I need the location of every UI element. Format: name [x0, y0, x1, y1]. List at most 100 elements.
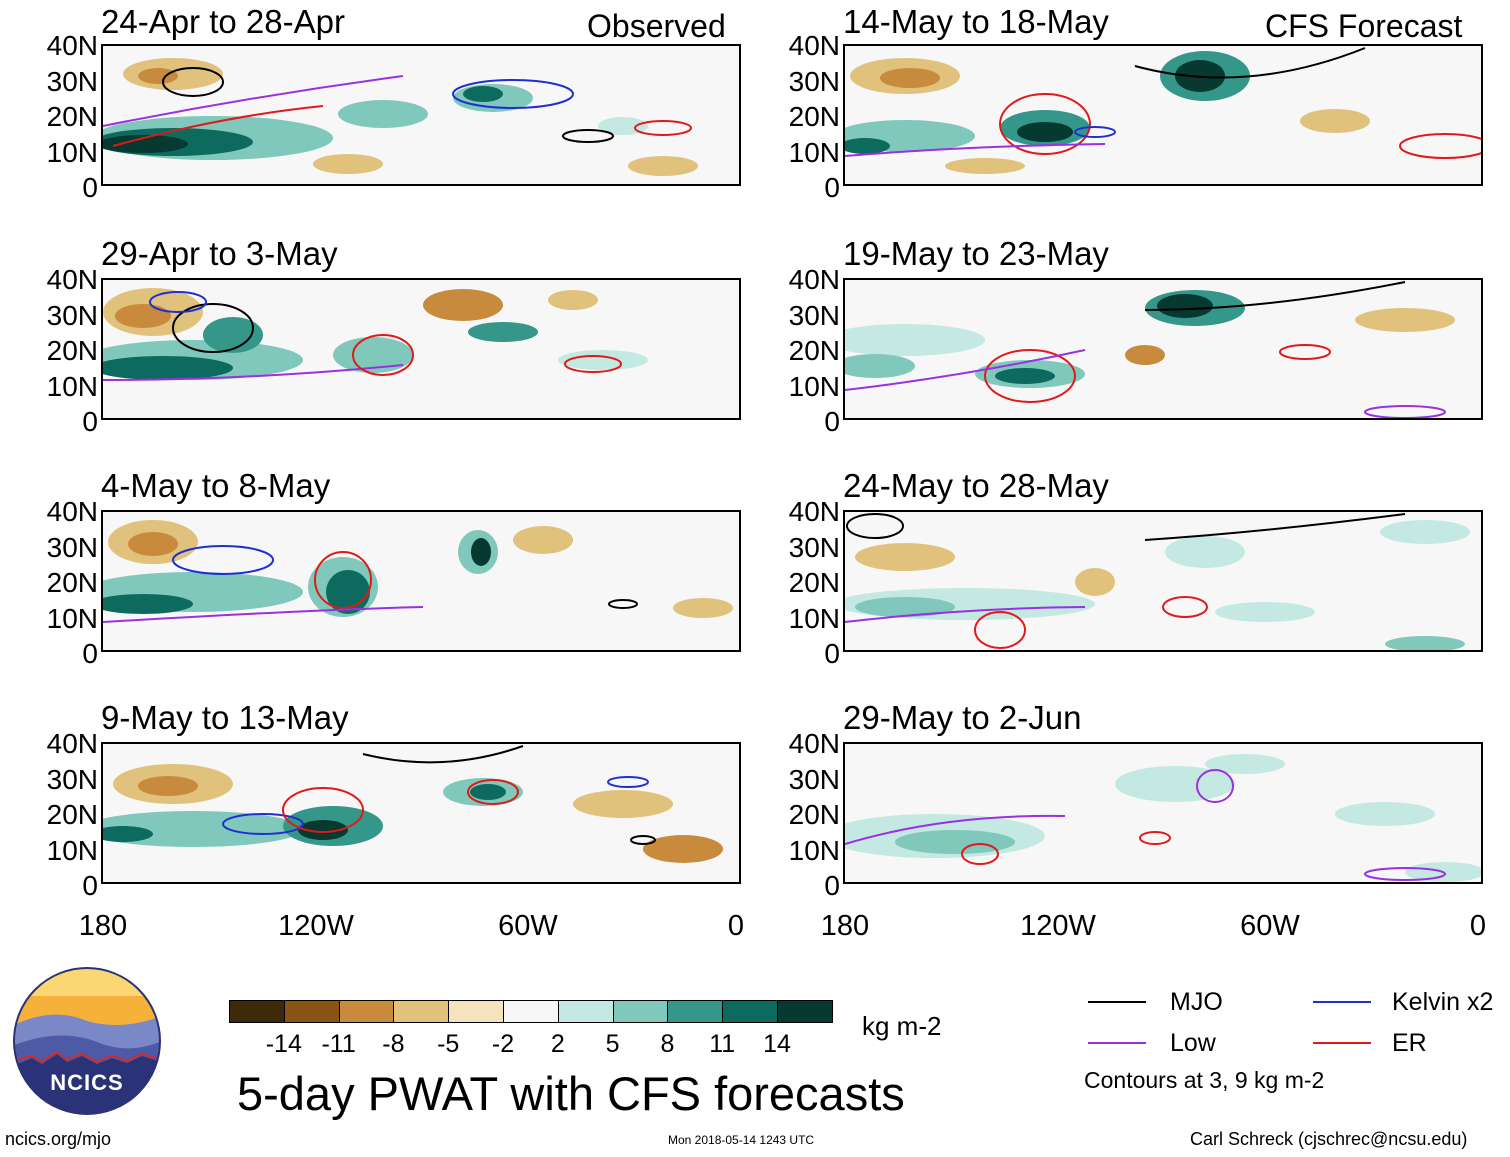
- map-panel-fcst-2: [843, 278, 1483, 420]
- panel-title-fcst-1: 14-May to 18-May: [843, 3, 1109, 40]
- lon-label-180-left: 180: [78, 910, 128, 942]
- lat-label-left-row1-3: 10N: [46, 136, 98, 168]
- lat-label-right-row4-4: 0: [824, 870, 840, 901]
- colorbar-swatch: [612, 1000, 669, 1023]
- lat-label-right-row4-1: 30N: [788, 763, 840, 795]
- map-panel-obs-4: [101, 742, 741, 884]
- ncics-logo: NCICS: [12, 966, 162, 1116]
- lat-label-left-row2-1: 30N: [46, 299, 98, 331]
- colorbar-label: -5: [437, 1030, 460, 1058]
- lat-label-right-row4-0: 40N: [788, 728, 840, 759]
- lat-label-left-row4-1: 30N: [46, 763, 98, 795]
- observed-label: Observed: [587, 8, 726, 44]
- panel-title-fcst-3: 24-May to 28-May: [843, 467, 1109, 504]
- panel-title-fcst-2: 19-May to 23-May: [843, 235, 1109, 272]
- panel-title-obs-3: 4-May to 8-May: [101, 467, 331, 504]
- lat-label-right-row1-3: 10N: [788, 136, 840, 168]
- lat-label-right-row1-2: 20N: [788, 101, 840, 132]
- lon-label-180-right: 180: [820, 910, 870, 942]
- map-panel-fcst-4: [843, 742, 1483, 884]
- lat-label-left-row2-2: 20N: [46, 335, 98, 366]
- lat-label-right-row3-0: 40N: [788, 496, 840, 527]
- footer-url[interactable]: ncics.org/mjo: [5, 1129, 112, 1149]
- colorbar-swatch: [393, 1000, 450, 1023]
- lat-label-left-row3-0: 40N: [46, 496, 98, 527]
- lat-label-left-row1-1: 30N: [46, 65, 98, 97]
- legend-kelvin-label: Kelvin x2: [1392, 988, 1494, 1016]
- lon-label-0-right: 0: [1469, 910, 1487, 942]
- panel-title-obs-2: 29-Apr to 3-May: [101, 235, 338, 272]
- lat-label-left-row4-3: 10N: [46, 834, 98, 866]
- colorbar-swatch: [722, 1000, 778, 1023]
- lat-label-right-row4-2: 20N: [788, 799, 840, 830]
- lat-label-right-row2-1: 30N: [788, 299, 840, 331]
- lat-label-left-row2-0: 40N: [46, 264, 98, 295]
- lat-label-right-row3-1: 30N: [788, 531, 840, 563]
- panel-title-obs-4: 9-May to 13-May: [101, 699, 349, 736]
- lat-label-right-row2-0: 40N: [788, 264, 840, 295]
- lat-label-left-row4-2: 20N: [46, 799, 98, 830]
- lat-label-right-row2-2: 20N: [788, 335, 840, 366]
- legend-kelvin-line: [1313, 1001, 1371, 1003]
- colorbar-label: -2: [491, 1030, 515, 1058]
- lat-label-left-row3-2: 20N: [46, 567, 98, 598]
- lat-label-right-row3-4: 0: [824, 638, 840, 669]
- colorbar-swatch: [667, 1000, 724, 1023]
- panel-title-obs-1: 24-Apr to 28-Apr: [101, 3, 345, 40]
- main-title: 5-day PWAT with CFS forecasts: [237, 1067, 905, 1120]
- lat-label-right-row1-0: 40N: [788, 30, 840, 61]
- colorbar-units: kg m-2: [862, 1011, 942, 1041]
- map-panel-obs-2: [101, 278, 741, 420]
- colorbar-label: 5: [605, 1030, 620, 1058]
- colorbar-label: -14: [265, 1030, 302, 1058]
- colorbar-swatch: [229, 1000, 285, 1023]
- lat-label-left-row2-4: 0: [82, 406, 98, 437]
- contour-note: Contours at 3, 9 kg m-2: [1084, 1067, 1325, 1093]
- colorbar-label: -8: [382, 1030, 405, 1058]
- colorbar-swatch: [777, 1000, 833, 1023]
- lat-label-right-row1-1: 30N: [788, 65, 840, 97]
- lat-label-right-row2-4: 0: [824, 406, 840, 437]
- lat-label-left-row1-2: 20N: [46, 101, 98, 132]
- lon-label-120w-right: 120W: [1020, 910, 1096, 942]
- footer-credit: Carl Schreck (cjschrec@ncsu.edu): [1190, 1129, 1468, 1149]
- legend-low-line: [1088, 1042, 1146, 1044]
- legend-mjo-line: [1088, 1001, 1146, 1003]
- map-panel-fcst-3: [843, 510, 1483, 652]
- colorbar-label: 14: [763, 1030, 791, 1058]
- colorbar-swatch: [503, 1000, 559, 1023]
- colorbar-swatch: [338, 1000, 395, 1023]
- lat-label-right-row2-3: 10N: [788, 370, 840, 402]
- panel-title-fcst-4: 29-May to 2-Jun: [843, 699, 1082, 736]
- lon-label-0-left: 0: [727, 910, 745, 942]
- lat-label-left-row4-4: 0: [82, 870, 98, 901]
- logo-text: NCICS: [50, 1070, 124, 1095]
- map-panel-obs-3: [101, 510, 741, 652]
- lat-label-left-row1-0: 40N: [46, 30, 98, 61]
- legend-er-line: [1313, 1042, 1371, 1044]
- lat-label-left-row3-1: 30N: [46, 531, 98, 563]
- colorbar-swatch: [448, 1000, 504, 1023]
- legend-er-label: ER: [1392, 1029, 1427, 1057]
- footer-timestamp: Mon 2018-05-14 1243 UTC: [668, 1133, 815, 1147]
- lon-label-60w-left: 60W: [498, 910, 558, 942]
- lat-label-right-row1-4: 0: [824, 172, 840, 203]
- colorbar-swatch: [283, 1000, 340, 1023]
- colorbar-label: 8: [660, 1030, 675, 1058]
- map-panel-fcst-1: [843, 44, 1483, 186]
- colorbar-label: -11: [321, 1030, 356, 1058]
- legend-mjo-label: MJO: [1170, 988, 1223, 1016]
- lat-label-right-row3-2: 20N: [788, 567, 840, 598]
- lat-label-left-row1-4: 0: [82, 172, 98, 203]
- map-panel-obs-1: [101, 44, 741, 186]
- lat-label-left-row4-0: 40N: [46, 728, 98, 759]
- lat-label-left-row3-4: 0: [82, 638, 98, 669]
- lat-label-right-row4-3: 10N: [788, 834, 840, 866]
- lon-label-60w-right: 60W: [1240, 910, 1300, 942]
- lat-label-right-row3-3: 10N: [788, 602, 840, 634]
- lat-label-left-row2-3: 10N: [46, 370, 98, 402]
- colorbar-swatch: [557, 1000, 614, 1023]
- lat-label-left-row3-3: 10N: [46, 602, 98, 634]
- colorbar-label: 11: [709, 1030, 736, 1058]
- colorbar-label: 2: [550, 1030, 565, 1058]
